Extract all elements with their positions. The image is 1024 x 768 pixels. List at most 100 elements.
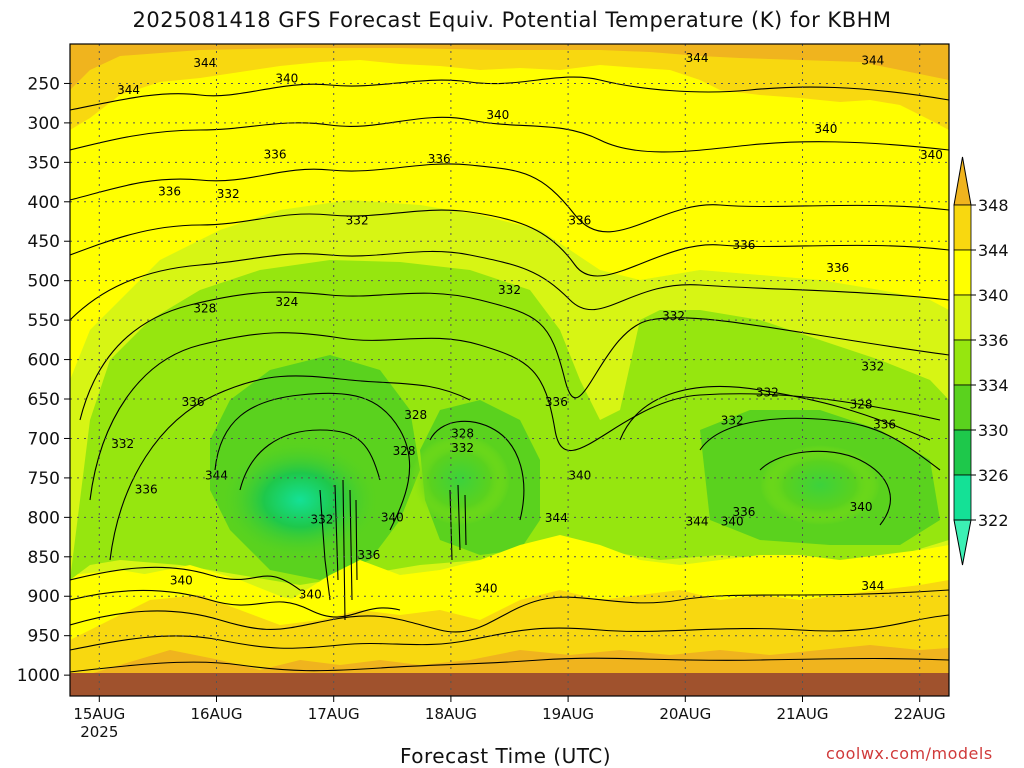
y-tick-label: 850 <box>28 548 60 568</box>
y-tick-label: 400 <box>28 193 60 213</box>
colorbar-label: 348 <box>978 196 1009 215</box>
x-tick-label: 16AUG <box>191 705 243 723</box>
y-tick-label: 350 <box>28 153 60 173</box>
contour-label: 336 <box>182 395 205 409</box>
contour-label: 340 <box>850 500 873 514</box>
chart-title: 2025081418 GFS Forecast Equiv. Potential… <box>132 8 892 32</box>
contour-label: 332 <box>311 513 334 527</box>
y-tick-label: 950 <box>28 627 60 647</box>
colorbar-label: 336 <box>978 331 1009 350</box>
y-tick-label: 250 <box>28 74 60 94</box>
contour-label: 332 <box>756 386 779 400</box>
credit-link[interactable]: coolwx.com/models <box>826 744 993 763</box>
contour-label: 344 <box>193 56 216 70</box>
contour-label: 328 <box>393 444 416 458</box>
colorbar-segment <box>953 384 972 431</box>
y-tick-label: 800 <box>28 508 60 528</box>
contour-label: 336 <box>826 261 849 275</box>
contour-label: 328 <box>404 408 427 422</box>
plot-frame <box>69 43 950 697</box>
contour-label: 328 <box>451 427 474 441</box>
colorbar: 348 344 340 336 334 330 326 322 <box>953 156 1009 566</box>
contour-label: 336 <box>428 152 451 166</box>
contour-label: 332 <box>721 413 744 427</box>
y-tick-label: 900 <box>28 587 60 607</box>
contour-label: 340 <box>568 469 591 483</box>
colorbar-label: 334 <box>978 376 1009 395</box>
contour-label: 336 <box>545 395 568 409</box>
contour-label: 336 <box>264 147 287 161</box>
y-tick-label: 1000 <box>17 666 60 686</box>
y-tick-label: 450 <box>28 232 60 252</box>
contour-label: 332 <box>498 283 521 297</box>
contour-label: 332 <box>662 309 685 323</box>
contour-label: 340 <box>299 588 322 602</box>
colorbar-label: 322 <box>978 511 1009 530</box>
x-tick-sublabel: 2025 <box>80 723 118 741</box>
y-tick-label: 700 <box>28 429 60 449</box>
contour-label: 336 <box>732 505 755 519</box>
x-tick-label: 15AUG <box>73 705 125 723</box>
contour-label: 344 <box>545 511 568 525</box>
y-axis: 250 300 350 400 450 500 550 600 650 700 750 800 850 9… <box>17 74 70 686</box>
contour-label: 332 <box>346 214 369 228</box>
contour-label: 336 <box>357 548 380 562</box>
colorbar-segment <box>953 429 972 476</box>
y-tick-label: 550 <box>28 311 60 331</box>
contour-label: 332 <box>451 441 474 455</box>
colorbar-label: 340 <box>978 286 1009 305</box>
contour-label: 340 <box>486 108 509 122</box>
contour-label: 324 <box>275 295 298 309</box>
x-tick-label: 22AUG <box>894 705 946 723</box>
field-core-3 <box>760 445 880 525</box>
colorbar-segment <box>953 339 972 386</box>
colorbar-segment <box>953 204 972 251</box>
contour-label: 340 <box>721 514 744 528</box>
contour-label: 328 <box>850 398 873 412</box>
x-tick-label: 18AUG <box>425 705 477 723</box>
contour-label: 332 <box>217 187 240 201</box>
colorbar-label: 326 <box>978 466 1009 485</box>
contour-label: 340 <box>814 122 837 136</box>
x-tick-label: 19AUG <box>542 705 594 723</box>
x-tick-label: 17AUG <box>308 705 360 723</box>
colorbar-top-arrow <box>953 156 972 206</box>
contour-label: 336 <box>158 185 181 199</box>
contour-lines <box>70 76 949 673</box>
field-core-2 <box>410 435 510 525</box>
y-tick-label: 650 <box>28 390 60 410</box>
y-tick-label: 500 <box>28 272 60 292</box>
colorbar-segment <box>953 474 972 521</box>
contour-label: 344 <box>861 579 884 593</box>
contour-label: 336 <box>732 238 755 252</box>
contour-label: 328 <box>193 301 216 315</box>
colorbar-segment <box>953 294 972 341</box>
x-tick-label: 20AUG <box>659 705 711 723</box>
contour-label: 344 <box>117 83 140 97</box>
ground-surface <box>70 673 949 696</box>
y-tick-label: 600 <box>28 351 60 371</box>
contour-label: 340 <box>475 581 498 595</box>
field-core-1 <box>220 440 380 560</box>
contour-label: 344 <box>861 54 884 68</box>
contour-label: 336 <box>873 417 896 431</box>
y-tick-label: 750 <box>28 469 60 489</box>
colorbar-label: 330 <box>978 421 1009 440</box>
x-tick-label: 21AUG <box>777 705 829 723</box>
colorbar-segment <box>953 249 972 296</box>
colorbar-bottom-arrow <box>953 519 972 566</box>
contour-label: 336 <box>135 483 158 497</box>
contour-label: 344 <box>686 51 709 65</box>
contour-label: 344 <box>686 514 709 528</box>
field-upper-orange <box>70 44 949 130</box>
colorbar-label: 344 <box>978 241 1009 260</box>
contour-label: 332 <box>111 437 134 451</box>
contour-label: 344 <box>205 469 228 483</box>
contour-label: 340 <box>920 148 943 162</box>
contour-label: 332 <box>861 360 884 374</box>
contour-label: 336 <box>568 214 591 228</box>
x-axis-label: Forecast Time (UTC) <box>400 744 612 768</box>
